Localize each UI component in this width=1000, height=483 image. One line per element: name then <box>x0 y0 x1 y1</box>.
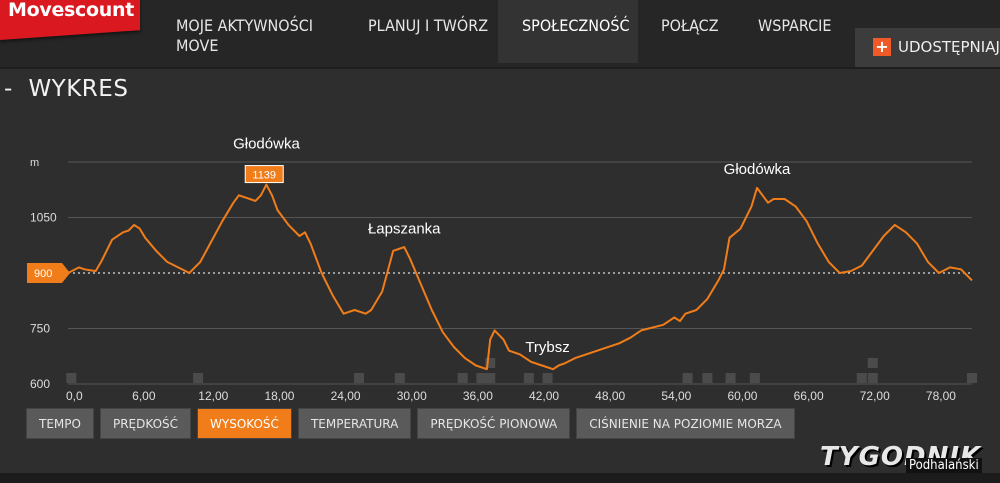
lap-marker <box>193 373 204 383</box>
x-tick-label: 60,00 <box>727 389 757 403</box>
lap-marker <box>485 373 496 383</box>
lap-marker <box>856 373 867 383</box>
x-tick-label: 48,00 <box>595 389 625 403</box>
y-tick-label: 1050 <box>30 211 57 225</box>
lap-marker <box>66 373 77 383</box>
lap-marker <box>702 373 713 383</box>
nav-community[interactable]: SPOŁECZNOŚĆ <box>498 0 638 63</box>
share-label: UDOSTĘPNIAJ <box>898 38 1000 56</box>
section-title-text: WYKRES <box>28 76 129 102</box>
max-value-label: 1139 <box>252 170 276 182</box>
x-tick-label: 30,00 <box>397 389 427 403</box>
x-tick-label: 24,00 <box>331 389 361 403</box>
lap-marker <box>867 358 878 368</box>
btn-sea-level-pressure[interactable]: CIŚNIENIE NA POZIOMIE MORZA <box>576 408 795 439</box>
lap-marker <box>867 373 878 383</box>
plus-icon: + <box>873 38 891 56</box>
chart-type-buttons: TEMPO PRĘDKOŚĆ WYSOKOŚĆ TEMPERATURA PRĘD… <box>26 408 795 439</box>
lap-marker <box>523 373 534 383</box>
x-tick-label: 6,00 <box>132 389 156 403</box>
elevation-series-line <box>67 183 973 371</box>
x-tick-label: 66,00 <box>794 389 824 403</box>
btn-altitude[interactable]: WYSOKOŚĆ <box>197 408 292 439</box>
nav-label: SPOŁECZNOŚĆ <box>522 16 630 35</box>
max-value-badge <box>244 165 284 184</box>
lap-marker <box>542 373 553 383</box>
lap-marker <box>485 358 496 368</box>
share-button[interactable]: + UDOSTĘPNIAJ <box>855 28 1000 67</box>
top-nav-bar: Movescount MOJE AKTYWNOŚCI MOVE PLANUJ I… <box>0 0 1000 67</box>
btn-temperature[interactable]: TEMPERATURA <box>297 408 412 439</box>
collapse-dash-icon: - <box>4 76 13 102</box>
peak-annotation: Trybsz <box>525 339 569 356</box>
watermark-sub: Podhalański <box>906 458 982 473</box>
lap-marker <box>725 373 736 383</box>
x-tick-label: 42,00 <box>529 389 559 403</box>
btn-tempo[interactable]: TEMPO <box>26 408 94 439</box>
x-tick-label: 12,00 <box>198 389 228 403</box>
peak-annotation: Głodówka <box>724 161 791 178</box>
reference-badge <box>27 263 70 283</box>
peak-annotation: Głodówka <box>233 136 300 153</box>
nav-connect[interactable]: POŁĄCZ <box>637 0 743 63</box>
x-tick-label: 72,00 <box>860 389 890 403</box>
y-axis-unit: m <box>30 157 39 169</box>
nav-plan-create[interactable]: PLANUJ I TWÓRZ <box>344 0 512 63</box>
y-tick-label: 600 <box>30 377 50 391</box>
x-tick-label: 18,00 <box>264 389 294 403</box>
lap-marker <box>394 373 405 383</box>
bottom-strip <box>0 473 1000 483</box>
nav-label-line2: MOVE <box>176 36 219 55</box>
nav-label: PLANUJ I TWÓRZ <box>368 16 489 35</box>
x-tick-label: 36,00 <box>463 389 493 403</box>
nav-label-line1: MOJE AKTYWNOŚCI <box>176 16 314 35</box>
x-tick-label: 0,0 <box>66 389 83 403</box>
nav-support[interactable]: WSPARCIE <box>734 0 855 63</box>
x-tick-label: 78,00 <box>926 389 956 403</box>
reference-label: 900 <box>34 268 52 280</box>
lap-marker <box>354 373 365 383</box>
btn-vertical-speed[interactable]: PRĘDKOŚĆ PIONOWA <box>417 408 571 439</box>
btn-speed[interactable]: PRĘDKOŚĆ <box>99 408 192 439</box>
peak-annotation: Łapszanka <box>368 220 441 237</box>
y-tick-label: 750 <box>30 322 50 336</box>
lap-marker <box>682 373 693 383</box>
section-title[interactable]: - WYKRES <box>4 76 128 102</box>
lap-marker <box>457 373 468 383</box>
lap-marker <box>967 373 977 383</box>
x-tick-label: 54,00 <box>661 389 691 403</box>
tygodnik-watermark: TYGODNIK Podhalański <box>820 442 990 480</box>
nav-label: WSPARCIE <box>758 16 832 35</box>
lap-marker <box>476 373 487 383</box>
lap-marker <box>749 373 760 383</box>
nav-label: POŁĄCZ <box>661 16 719 35</box>
nav-my-moves[interactable]: MOJE AKTYWNOŚCI MOVE <box>152 0 337 63</box>
